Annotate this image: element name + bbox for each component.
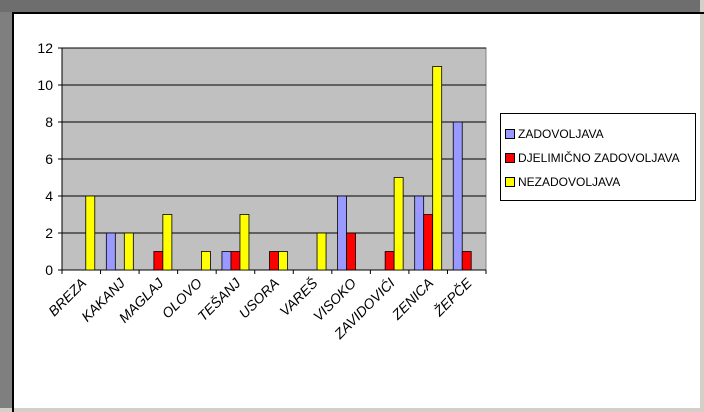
- bar: [162, 214, 173, 271]
- legend-label-djelimicno: DJELIMIČNO ZADOVOLJAVA: [518, 151, 680, 165]
- y-tick-label: 12: [37, 40, 53, 56]
- frame-bevel-top: [0, 0, 704, 12]
- legend-item-nezadovoljava: NEZADOVOLJAVA: [501, 170, 695, 194]
- legend-swatch-nezadovoljava: [505, 177, 515, 187]
- y-tick-label: 10: [37, 77, 53, 93]
- bar: [239, 214, 250, 271]
- bar: [316, 232, 327, 271]
- y-tick-label: 2: [45, 225, 53, 241]
- y-tick-label: 6: [45, 151, 53, 167]
- legend-item-zadovoljava: ZADOVOLJAVA: [501, 122, 695, 146]
- frame-bevel-left: [0, 0, 12, 412]
- frame-bevel-right: [700, 0, 704, 412]
- y-tick-label: 4: [45, 188, 53, 204]
- legend-label-zadovoljava: ZADOVOLJAVA: [518, 127, 604, 141]
- x-tick-label: TEŠANJ: [194, 274, 244, 324]
- bar: [201, 251, 211, 271]
- bar: [123, 232, 134, 271]
- bar: [105, 232, 116, 271]
- legend-item-djelimicno: DJELIMIČNO ZADOVOLJAVA: [501, 146, 695, 170]
- frame-bevel-bottom: [0, 408, 704, 412]
- bar: [230, 251, 241, 271]
- frame-border-left: [12, 12, 14, 412]
- bar: [221, 251, 232, 271]
- chart-legend: ZADOVOLJAVA DJELIMIČNO ZADOVOLJAVA NEZAD…: [500, 113, 696, 201]
- bar: [432, 66, 443, 271]
- bar: [423, 214, 434, 271]
- bar: [393, 177, 404, 271]
- bar: [384, 251, 395, 271]
- x-tick-label: USORA: [236, 275, 283, 322]
- x-tick-label: ZENICA: [388, 275, 436, 323]
- bar: [278, 251, 288, 271]
- bar: [269, 251, 279, 271]
- bar: [337, 195, 347, 271]
- bar: [461, 251, 472, 271]
- x-tick-label: ŽEPČE: [430, 274, 475, 319]
- y-tick-label: 0: [45, 262, 53, 278]
- bar: [153, 251, 164, 271]
- bar: [85, 195, 96, 271]
- legend-label-nezadovoljava: NEZADOVOLJAVA: [518, 175, 621, 189]
- bar: [346, 232, 356, 271]
- legend-swatch-zadovoljava: [505, 129, 515, 139]
- frame-border-top: [12, 12, 704, 14]
- bar: [414, 195, 425, 271]
- legend-swatch-djelimicno: [505, 153, 515, 163]
- bar: [452, 121, 463, 271]
- y-tick-label: 8: [45, 114, 53, 130]
